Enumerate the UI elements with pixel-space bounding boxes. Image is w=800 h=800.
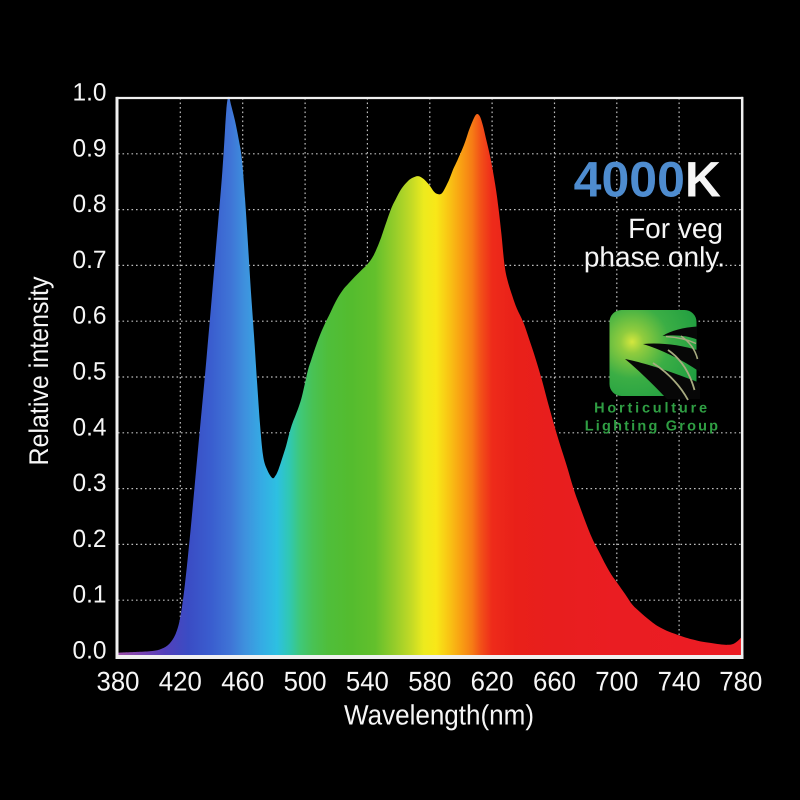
svg-text:0.1: 0.1	[73, 581, 107, 609]
svg-text:0.5: 0.5	[73, 358, 107, 386]
svg-text:0.8: 0.8	[73, 190, 107, 218]
svg-text:780: 780	[719, 667, 762, 697]
svg-text:4000K: 4000K	[574, 152, 721, 208]
svg-text:Relative intensity: Relative intensity	[24, 276, 54, 465]
svg-text:580: 580	[408, 667, 451, 697]
svg-text:1.0: 1.0	[73, 79, 107, 107]
svg-text:500: 500	[284, 667, 327, 697]
svg-text:0.9: 0.9	[73, 134, 107, 162]
svg-text:Wavelength(nm): Wavelength(nm)	[344, 700, 534, 731]
svg-text:740: 740	[658, 667, 701, 697]
svg-text:0.3: 0.3	[73, 469, 107, 497]
svg-text:0.7: 0.7	[73, 246, 107, 274]
svg-text:660: 660	[533, 667, 576, 697]
svg-text:0.0: 0.0	[73, 637, 107, 665]
svg-text:For veg: For veg	[628, 213, 723, 244]
svg-text:380: 380	[97, 667, 140, 697]
svg-text:0.4: 0.4	[73, 413, 107, 441]
svg-text:620: 620	[471, 667, 514, 697]
svg-text:420: 420	[159, 667, 202, 697]
svg-text:Horticulture: Horticulture	[594, 401, 710, 417]
svg-text:540: 540	[346, 667, 389, 697]
svg-text:700: 700	[595, 667, 638, 697]
svg-text:0.2: 0.2	[73, 525, 107, 553]
svg-text:0.6: 0.6	[73, 302, 107, 330]
svg-text:phase only.: phase only.	[584, 242, 725, 273]
svg-text:Lighting Group: Lighting Group	[585, 419, 721, 435]
svg-text:460: 460	[221, 667, 264, 697]
